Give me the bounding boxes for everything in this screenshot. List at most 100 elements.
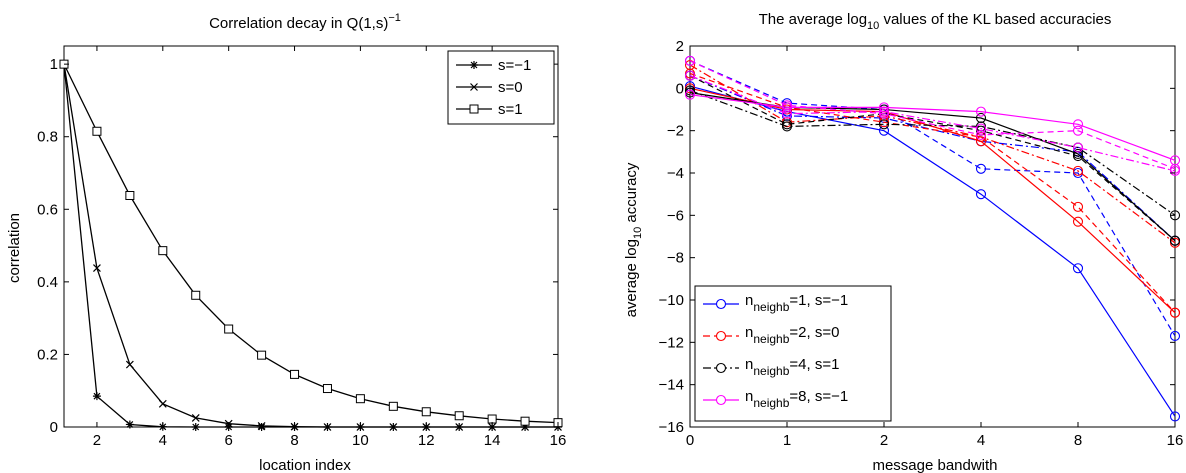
chart2-series-line xyxy=(689,92,1176,242)
chart2-x-tick-label: 1 xyxy=(783,432,791,449)
circle-marker xyxy=(1169,307,1181,318)
circle-marker xyxy=(1169,411,1181,422)
chart1-x-tick-label: 4 xyxy=(159,432,167,449)
circle-marker xyxy=(715,362,727,374)
circle-marker xyxy=(1169,165,1181,176)
chart1-x-tick-label: 8 xyxy=(290,432,298,449)
chart2-series-line xyxy=(689,94,1176,161)
x-marker xyxy=(455,423,464,431)
square-marker xyxy=(158,246,168,256)
chart1-x-tick-label: 10 xyxy=(352,432,369,449)
chart2-legend-box xyxy=(694,285,892,422)
chart1-series-line xyxy=(63,63,559,424)
chart2-series-line xyxy=(689,72,1176,314)
correlation-decay-chart: Correlation decay in Q(1,s)−1 2 4 6 8 10 12 14… xyxy=(6,12,566,473)
circle-marker xyxy=(684,70,696,81)
circle-marker xyxy=(1072,119,1084,130)
chart2-y-tick-label: 0 xyxy=(676,80,684,97)
square-marker xyxy=(355,394,365,404)
chart1-y-tick-label: 0.2 xyxy=(37,346,58,363)
chart2-series-5 xyxy=(684,60,1181,248)
circle-marker xyxy=(684,89,696,100)
chart2-y-tick-label: −16 xyxy=(659,419,684,436)
chart1-legend-label: s=1 xyxy=(498,101,523,118)
x-marker xyxy=(158,399,167,408)
chart2-y-tick-label: −10 xyxy=(659,292,684,309)
square-marker xyxy=(421,407,431,417)
circle-marker xyxy=(1072,263,1084,274)
square-marker xyxy=(125,190,135,200)
circle-marker xyxy=(975,123,987,134)
chart2-series-6 xyxy=(684,87,1181,246)
chart2-legend-label: nneighb=4, s=1 xyxy=(745,356,839,378)
chart1-y-tick-label: 1 xyxy=(50,56,58,73)
chart1-y-tick-label: 0.4 xyxy=(37,274,58,291)
chart2-series-line xyxy=(689,75,1176,242)
circle-marker xyxy=(715,298,727,310)
chart1-title: Correlation decay in Q(1,s)−1 xyxy=(209,12,401,32)
square-marker xyxy=(454,411,464,421)
chart1-y-tick-label: 0 xyxy=(50,419,58,436)
chart2-y-tick-label: −14 xyxy=(659,377,684,394)
chart2-y-tick-label: −6 xyxy=(667,207,684,224)
circle-marker xyxy=(878,102,890,113)
chart2-y-tick-label: −8 xyxy=(667,250,684,267)
star-marker xyxy=(191,423,200,431)
x-marker xyxy=(257,421,266,430)
chart1-y-tick-label: 0.8 xyxy=(37,129,58,146)
chart2-x-tick-label: 2 xyxy=(880,432,888,449)
circle-marker xyxy=(1072,165,1084,176)
chart2-series-10 xyxy=(684,55,1181,174)
circle-marker xyxy=(715,330,727,342)
circle-marker xyxy=(1072,125,1084,136)
x-marker xyxy=(93,264,101,272)
chart2-x-tick-label: 16 xyxy=(1167,432,1184,449)
chart2-series-line xyxy=(689,60,1176,170)
chart1-ticks: 2 4 6 8 10 12 14 16 0 0.2 0.4 0.6 0.8 1 xyxy=(37,46,566,449)
chart2-legend-label: nneighb=8, s=−1 xyxy=(745,388,848,410)
circle-marker xyxy=(1072,142,1084,153)
square-marker xyxy=(257,350,267,360)
chart2-y-tick-label: −2 xyxy=(667,123,684,140)
chart2-xlabel: message bandwith xyxy=(872,457,997,473)
chart1-ylabel: correlation xyxy=(6,213,23,283)
circle-marker xyxy=(878,119,890,130)
x-marker xyxy=(389,423,398,431)
chart1-xlabel: location index xyxy=(259,457,351,473)
square-marker xyxy=(224,324,234,334)
square-marker xyxy=(92,126,102,136)
chart2-y-tick-label: 2 xyxy=(676,38,684,55)
circle-marker xyxy=(975,106,987,117)
chart2-series-line xyxy=(689,64,1176,244)
square-marker xyxy=(469,104,479,114)
chart2-series-3 xyxy=(684,83,1181,318)
chart2-legend-label: nneighb=1, s=−1 xyxy=(745,292,848,314)
circle-marker xyxy=(1169,235,1181,246)
circle-marker xyxy=(878,106,890,117)
x-marker xyxy=(323,423,332,431)
chart2-legend-label: nneighb=2, s=0 xyxy=(745,324,839,346)
chart1-x-tick-label: 2 xyxy=(93,432,101,449)
chart2-series-11 xyxy=(684,70,1181,176)
chart2-x-tick-label: 4 xyxy=(977,432,985,449)
chart1-series-1 xyxy=(60,60,562,431)
star-marker xyxy=(92,392,101,401)
chart2-ylabel: average log10 accuracy xyxy=(623,162,644,317)
chart1-x-tick-label: 16 xyxy=(550,432,567,449)
square-marker xyxy=(290,369,300,379)
circle-marker xyxy=(975,163,987,174)
circle-marker xyxy=(1072,216,1084,227)
chart2-series-9 xyxy=(684,89,1181,166)
circle-marker xyxy=(975,129,987,140)
square-marker xyxy=(487,414,497,424)
x-marker xyxy=(191,414,200,422)
chart2-series-line xyxy=(689,89,1176,216)
chart1-y-tick-label: 0.6 xyxy=(37,201,58,218)
chart2-series-line xyxy=(689,60,1176,337)
chart2-y-tick-label: −12 xyxy=(659,334,684,351)
circle-marker xyxy=(1169,330,1181,342)
chart2-x-tick-label: 0 xyxy=(686,432,694,449)
square-marker xyxy=(520,416,530,426)
chart2-title: The average log10 values of the KL based… xyxy=(759,11,1112,32)
